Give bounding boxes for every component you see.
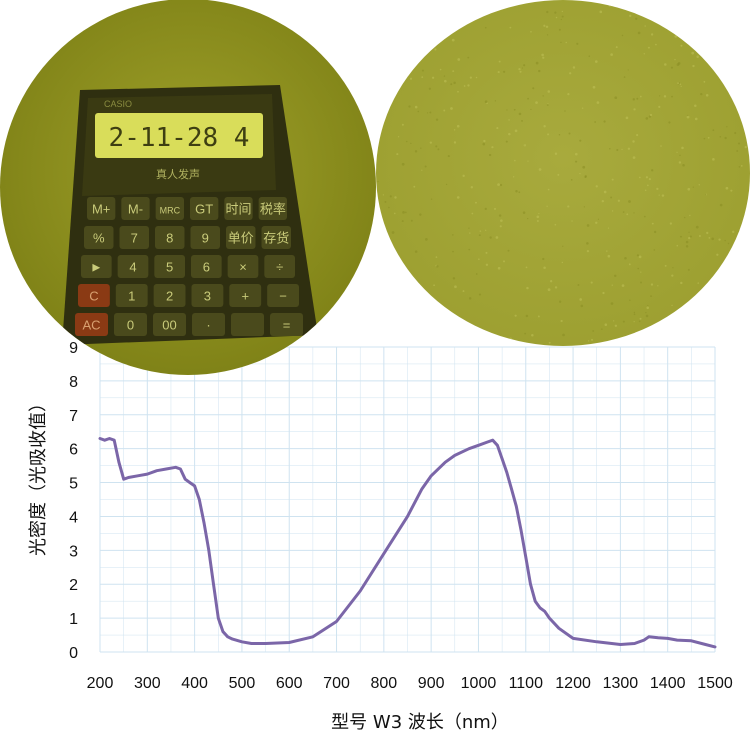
calculator-key xyxy=(267,284,299,307)
calculator-key-label: GT xyxy=(195,202,213,217)
calculator-key xyxy=(87,197,116,220)
calculator-key-label: 存货 xyxy=(263,231,289,246)
calculator-key-label: 6 xyxy=(203,260,210,275)
calculator-key-label: 单价 xyxy=(228,231,254,246)
calculator-key xyxy=(264,255,295,278)
y-tick-label: 1 xyxy=(69,611,78,628)
calculator-key xyxy=(258,197,287,220)
x-tick-label: 300 xyxy=(134,675,161,692)
x-tick-label: 800 xyxy=(370,675,397,692)
calculator-photo: 2-11-28 4 CASIO 真人发声 M+ M- MRC GT 时间 税率% 7 8 9 单价… xyxy=(0,0,376,375)
calculator-display-text: 2-11-28 4 xyxy=(109,123,250,153)
calculator-key xyxy=(229,284,262,307)
calculator-key-label: 0 xyxy=(127,318,134,333)
calculator-key xyxy=(191,255,222,278)
calculator-key-label: 9 xyxy=(202,231,209,246)
calculator-key-label: AC xyxy=(82,318,100,333)
calculator-key-label: 2 xyxy=(166,289,173,304)
x-tick-label: 500 xyxy=(229,675,256,692)
x-tick-label: 200 xyxy=(87,675,114,692)
x-tick-label: 600 xyxy=(276,675,303,692)
calculator-key-label: 5 xyxy=(166,260,173,275)
calculator-key-label: ► xyxy=(90,260,103,275)
y-tick-label: 9 xyxy=(69,340,78,357)
sample-photos: 2-11-28 4 CASIO 真人发声 M+ M- MRC GT 时间 税率% 7 8 9 单价… xyxy=(0,0,750,375)
calculator-key xyxy=(190,197,219,220)
y-tick-label: 4 xyxy=(69,509,78,526)
y-tick-label: 7 xyxy=(69,408,78,425)
calculator-display xyxy=(95,113,263,158)
calculator-key xyxy=(261,226,291,249)
y-tick-label: 8 xyxy=(69,374,78,391)
calculator-brand: CASIO xyxy=(104,99,132,109)
calculator-key-label: × xyxy=(239,260,247,275)
calculator-key-label: + xyxy=(241,289,249,304)
chart-grid xyxy=(99,346,716,653)
x-tick-label: 900 xyxy=(418,675,445,692)
calculator-key xyxy=(192,313,225,336)
y-tick-label: 6 xyxy=(69,442,78,459)
x-tick-label: 1200 xyxy=(555,675,591,692)
y-tick-label: 0 xyxy=(69,645,78,662)
calculator-key-label: 00 xyxy=(162,318,176,333)
sample-photo xyxy=(376,0,750,346)
x-tick-label: 1000 xyxy=(461,675,497,692)
y-tick-label: 3 xyxy=(69,543,78,560)
x-tick-labels: 200 300 400 500 600 700 800 900 1000 1100 1200 1300… xyxy=(87,675,733,692)
calculator-key-label: 7 xyxy=(131,231,138,246)
x-tick-label: 1300 xyxy=(603,675,639,692)
calculator-key xyxy=(121,197,150,220)
x-tick-label: 1100 xyxy=(509,675,544,692)
calculator-key-label: 1 xyxy=(128,289,135,304)
calculator-key xyxy=(75,313,108,336)
calculator-keypad: M+ M- MRC GT 时间 税率% 7 8 9 单价 存货► 4 5 6 × ÷C 1 2 3 + −AC 0 00 · = xyxy=(75,197,303,336)
y-tick-labels: 0 1 2 3 4 5 6 7 8 9 xyxy=(69,340,78,662)
calculator-key-label: M- xyxy=(128,202,143,217)
calculator-key xyxy=(227,255,259,278)
calculator-key-label: − xyxy=(279,289,287,304)
calculator-key xyxy=(270,313,303,336)
calculator-key-label: 4 xyxy=(129,260,136,275)
calculator-key-label: C xyxy=(89,289,98,304)
calculator-key-label: MRC xyxy=(160,206,181,216)
calculator-key xyxy=(114,313,147,336)
x-tick-label: 1400 xyxy=(650,675,686,692)
calculator-key xyxy=(81,255,112,278)
calculator-key xyxy=(190,226,220,249)
calculator-key xyxy=(115,284,148,307)
y-tick-label: 2 xyxy=(69,577,78,594)
calculator-key-label: M+ xyxy=(92,202,110,217)
calculator-key-label: 3 xyxy=(204,289,211,304)
calculator-key-label: = xyxy=(283,318,291,333)
x-tick-label: 700 xyxy=(323,675,350,692)
calculator-key-label: 税率 xyxy=(260,202,286,217)
calculator-key-label: % xyxy=(93,231,105,246)
calculator-key xyxy=(224,197,253,220)
y-tick-label: 5 xyxy=(69,476,78,493)
calculator-key-label: 8 xyxy=(166,231,173,246)
calculator-key xyxy=(117,255,149,278)
calculator-key xyxy=(155,197,184,220)
calculator-key-label: · xyxy=(206,318,210,333)
calculator-key xyxy=(191,284,224,307)
calculator-key xyxy=(153,313,186,336)
calculator-key-label: 时间 xyxy=(225,202,251,217)
calculator-key xyxy=(231,313,264,336)
x-tick-label: 1500 xyxy=(697,675,733,692)
calculator-key xyxy=(226,226,256,249)
calculator-key xyxy=(153,284,186,307)
calculator-label: 真人发声 xyxy=(156,167,200,181)
x-tick-label: 400 xyxy=(181,675,208,692)
calculator-key xyxy=(155,226,185,249)
y-axis-title: 光密度（光吸收值） xyxy=(28,394,49,556)
calculator-key xyxy=(119,226,149,249)
calculator-key-label: ÷ xyxy=(276,260,283,275)
calculator-key xyxy=(84,226,114,249)
absorbance-curve xyxy=(98,437,717,649)
x-axis-title: 型号 W3 波长（nm） xyxy=(331,712,509,733)
calculator-key xyxy=(154,255,185,278)
calculator-key xyxy=(78,284,110,307)
